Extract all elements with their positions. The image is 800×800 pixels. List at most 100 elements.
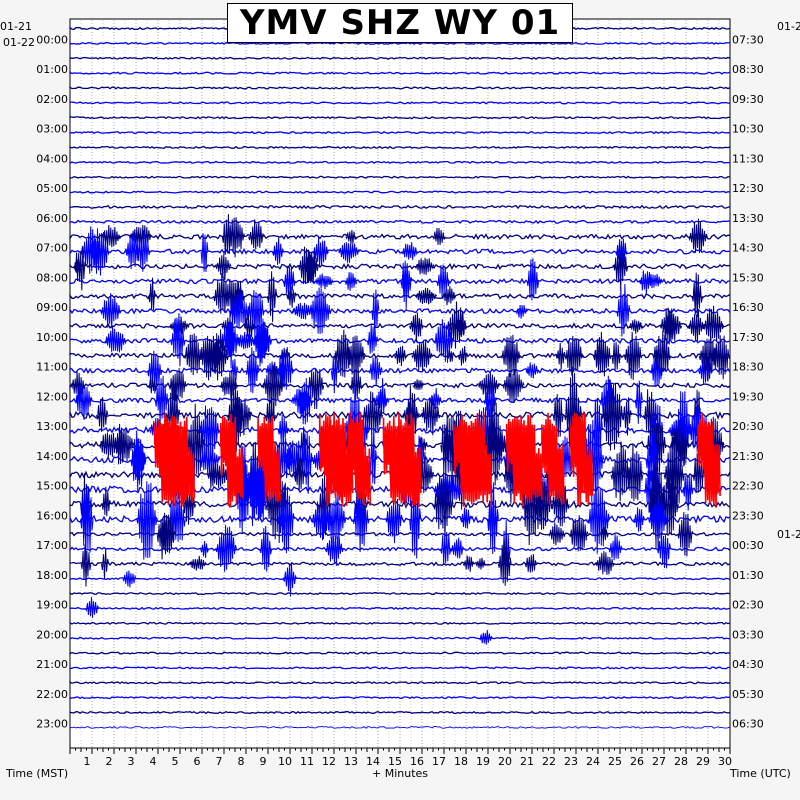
x-axis-ticks: 1 2 3 4 5 6 7 8 9 10 11 12 13 14 15 16 17 18 19 20 21 22 23 24 2… bbox=[69, 748, 732, 768]
trace-line bbox=[69, 292, 731, 300]
seismic-burst bbox=[309, 250, 319, 283]
trace-line bbox=[69, 696, 731, 700]
seismic-burst bbox=[621, 397, 632, 436]
seismic-burst bbox=[198, 441, 221, 477]
seismic-burst bbox=[313, 273, 335, 290]
seismic-burst bbox=[154, 375, 170, 426]
seismic-burst bbox=[122, 570, 137, 588]
x-tick-label: 14 bbox=[366, 755, 380, 768]
left-date-label-end: 01-22 bbox=[3, 36, 35, 49]
x-tick-label: 21 bbox=[520, 755, 534, 768]
seismic-burst bbox=[369, 423, 378, 485]
seismic-burst bbox=[478, 630, 493, 645]
seismic-burst bbox=[425, 289, 434, 304]
seismic-burst bbox=[266, 271, 278, 323]
seismic-burst bbox=[338, 242, 361, 263]
event-bursts bbox=[70, 214, 731, 645]
seismic-burst bbox=[183, 333, 203, 376]
trace-line bbox=[69, 499, 731, 509]
seismic-burst bbox=[372, 391, 390, 409]
seismic-burst bbox=[483, 386, 498, 418]
seismic-burst bbox=[441, 286, 457, 306]
clipped-burst bbox=[703, 444, 721, 508]
seismic-burst bbox=[555, 342, 566, 370]
seismic-burst bbox=[225, 312, 236, 369]
seismic-burst bbox=[411, 340, 433, 372]
trace-line bbox=[69, 71, 731, 75]
clipped-burst bbox=[226, 444, 244, 508]
seismic-burst bbox=[460, 507, 472, 529]
seismic-burst bbox=[593, 331, 612, 377]
seismic-burst bbox=[483, 400, 505, 486]
right-hour-label: 13:30 bbox=[732, 212, 764, 225]
trace-line bbox=[69, 56, 731, 60]
clipped-burst bbox=[404, 443, 422, 507]
seismic-burst bbox=[601, 379, 624, 451]
trace-line bbox=[69, 233, 731, 241]
clipped-burst bbox=[178, 446, 196, 507]
seismic-burst bbox=[634, 380, 643, 424]
seismic-burst bbox=[688, 310, 705, 342]
seismic-burst bbox=[100, 293, 122, 329]
seismic-burst bbox=[330, 352, 339, 394]
left-hour-label: 22:00 bbox=[36, 688, 68, 701]
left-hour-label: 11:00 bbox=[36, 361, 68, 374]
x-tick-label: 29 bbox=[696, 755, 710, 768]
right-hour-label: 20:30 bbox=[732, 420, 764, 433]
seismic-burst bbox=[409, 312, 424, 343]
seismic-burst bbox=[221, 214, 232, 255]
trace-line bbox=[69, 710, 731, 715]
seismic-burst bbox=[445, 301, 468, 349]
x-tick-label: 7 bbox=[216, 755, 223, 768]
seismic-burst bbox=[371, 289, 380, 338]
seismic-burst bbox=[525, 362, 539, 379]
x-tick-label: 2 bbox=[106, 755, 113, 768]
seismic-burst bbox=[616, 283, 631, 337]
x-tick-label: 3 bbox=[128, 755, 135, 768]
left-hour-label: 16:00 bbox=[36, 509, 68, 522]
x-tick-label: 9 bbox=[260, 755, 267, 768]
clipped-burst bbox=[263, 442, 281, 503]
seismic-burst bbox=[200, 540, 209, 559]
left-hour-label: 03:00 bbox=[36, 123, 68, 136]
trace-line bbox=[69, 190, 731, 194]
left-hour-label: 08:00 bbox=[36, 271, 68, 284]
seismic-burst bbox=[552, 394, 564, 438]
trace-line bbox=[69, 636, 731, 640]
left-hour-label: 15:00 bbox=[36, 480, 68, 493]
seismic-burst bbox=[659, 307, 678, 345]
trace-line bbox=[69, 145, 731, 150]
seismic-burst bbox=[415, 287, 438, 305]
seismic-burst bbox=[524, 554, 537, 573]
seismic-burst bbox=[692, 452, 705, 494]
seismic-burst bbox=[148, 277, 156, 311]
seismic-burst bbox=[80, 485, 94, 560]
seismic-burst bbox=[534, 481, 553, 530]
seismic-burst bbox=[98, 432, 119, 457]
seismic-burst bbox=[293, 453, 306, 491]
right-hour-label: 22:30 bbox=[732, 480, 764, 493]
seismic-burst bbox=[564, 335, 584, 376]
seismic-burst bbox=[272, 237, 285, 265]
trace-line bbox=[69, 204, 731, 210]
left-hour-label: 18:00 bbox=[36, 569, 68, 582]
seismic-burst bbox=[245, 347, 260, 394]
right-hour-label: 07:30 bbox=[732, 34, 764, 47]
seismic-burst bbox=[599, 527, 609, 541]
seismic-burst bbox=[253, 321, 273, 363]
seismic-burst bbox=[125, 233, 140, 270]
seismic-burst bbox=[344, 272, 358, 291]
x-tick-label: 24 bbox=[586, 755, 600, 768]
seismic-burst bbox=[645, 429, 659, 486]
seismic-burst bbox=[100, 548, 110, 580]
left-hour-label: 20:00 bbox=[36, 628, 68, 641]
seismic-burst bbox=[652, 330, 672, 376]
seismic-burst bbox=[248, 459, 260, 518]
seismic-burst bbox=[487, 482, 499, 555]
seismic-burst bbox=[156, 517, 168, 560]
trace-line bbox=[69, 591, 731, 596]
left-date-label-start: 01-21 bbox=[0, 20, 32, 33]
seismic-burst bbox=[215, 253, 232, 280]
seismic-burst bbox=[282, 562, 298, 597]
